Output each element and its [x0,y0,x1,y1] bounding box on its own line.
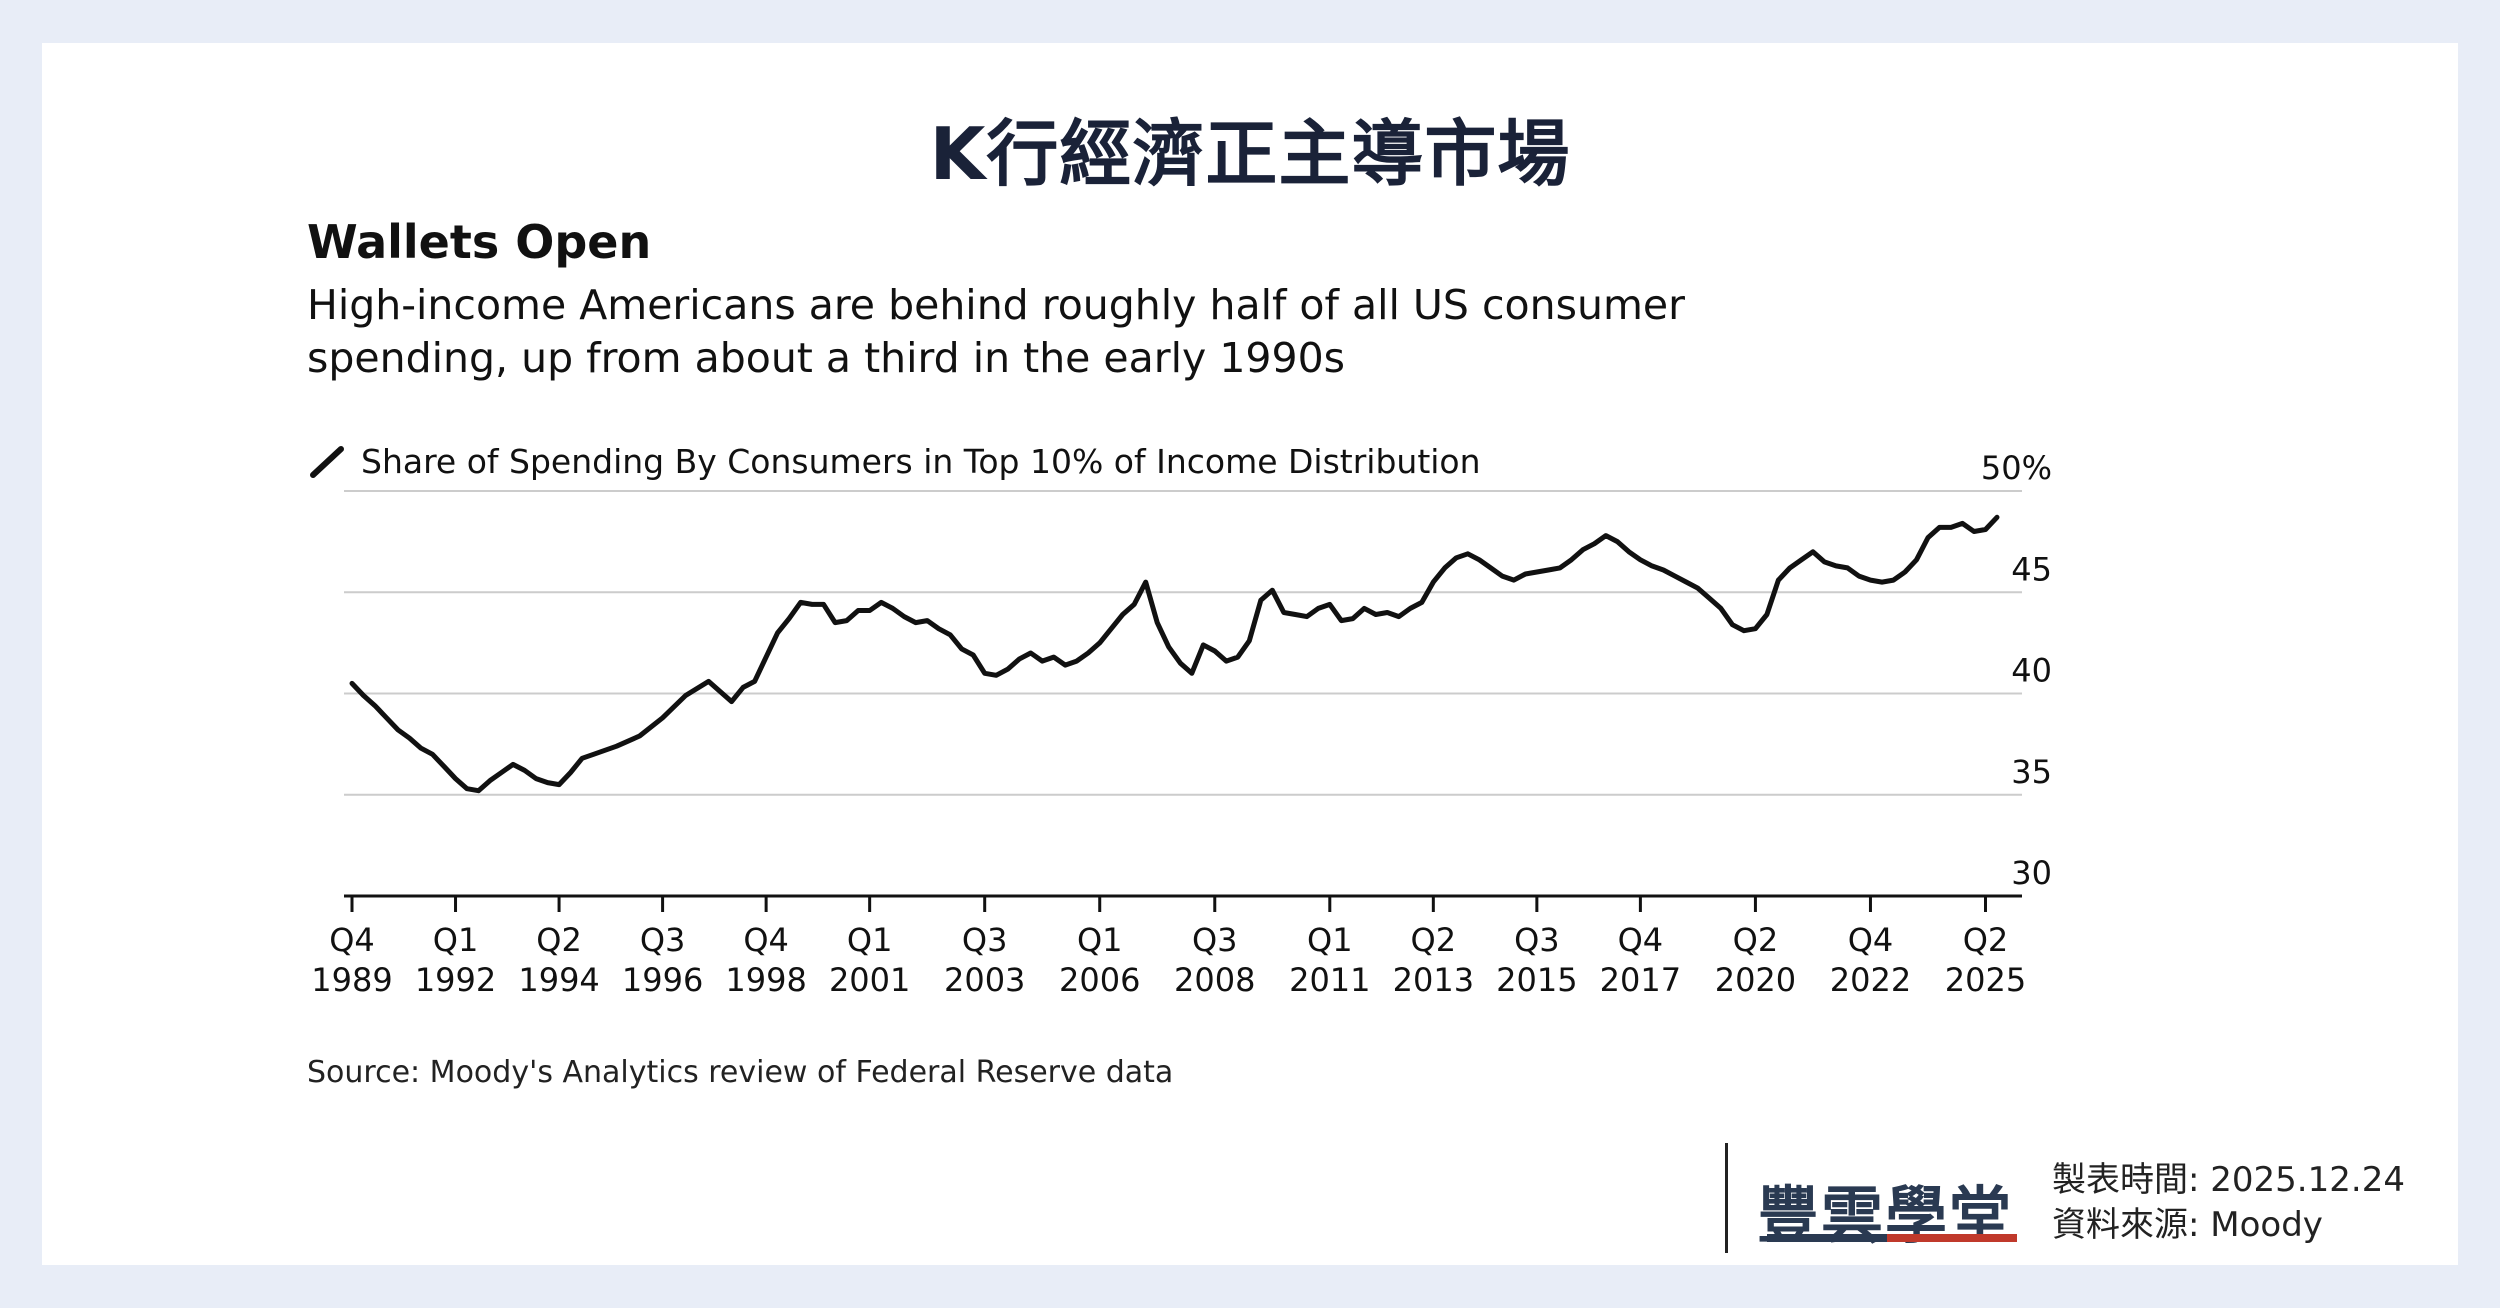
x-tick-label-quarter: Q4 [1618,921,1664,959]
x-tick-label-quarter: Q2 [536,921,582,959]
x-tick-label-quarter: Q4 [329,921,375,959]
x-tick-label-year: 1992 [415,961,496,999]
x-tick-label-year: 2013 [1393,961,1474,999]
meta-source: 資料來源: Moody [2052,1203,2405,1248]
chart-title: Wallets Open [307,215,652,269]
x-tick-label-year: 2001 [829,961,910,999]
x-tick-label-year: 2022 [1830,961,1911,999]
y-tick-label: 40 [2011,652,2052,690]
y-tick-label: 45 [2011,550,2052,588]
x-tick-label-year: 1989 [311,961,392,999]
x-tick-label-year: 1994 [518,961,599,999]
meta-date: 製表時間: 2025.12.24 [2052,1158,2405,1203]
x-tick-label-quarter: Q4 [1848,921,1894,959]
chart-subtitle-line-1: High-income Americans are behind roughly… [307,281,1685,329]
x-tick-label-year: 2003 [944,961,1025,999]
x-tick-label-year: 1996 [622,961,703,999]
chart-subtitle: High-income Americans are behind roughly… [307,279,2007,385]
x-tick-label-quarter: Q1 [847,921,893,959]
y-tick-label: 30 [2011,854,2052,892]
x-tick-label-quarter: Q2 [1411,921,1457,959]
x-tick-label-quarter: Q1 [1307,921,1353,959]
x-tick-label-year: 2008 [1174,961,1255,999]
y-tick-label: 35 [2011,753,2052,791]
chart-source: Source: Moody's Analytics review of Fede… [307,1055,1174,1090]
footer-divider [1725,1143,1728,1253]
y-tick-label: 50% [1981,449,2052,487]
x-tick-label-quarter: Q3 [640,921,686,959]
x-tick-label-quarter: Q3 [1192,921,1238,959]
legend-label: Share of Spending By Consumers in Top 10… [361,441,1481,481]
x-tick-label-quarter: Q1 [1077,921,1123,959]
x-tick-label-quarter: Q3 [1514,921,1560,959]
x-tick-label-year: 2025 [1945,961,2026,999]
x-tick-label-quarter: Q2 [1733,921,1779,959]
meta-source-label: 資料來源: [2052,1205,2200,1245]
x-tick-label-year: 2006 [1059,961,1140,999]
legend-line-icon [310,446,344,478]
meta-date-value: 2025.12.24 [2210,1160,2405,1200]
x-tick-label-year: 2020 [1715,961,1796,999]
chart-subtitle-line-2: spending, up from about a third in the e… [307,334,1346,382]
footer-meta: 製表時間: 2025.12.24 資料來源: Moody [2052,1158,2405,1248]
x-tick-label-quarter: Q2 [1963,921,2009,959]
x-tick-label-year: 2017 [1600,961,1681,999]
chart-card: K行經濟正主導市場 Wallets Open High-income Ameri… [42,43,2458,1265]
brand-logo-bar [1767,1229,2017,1242]
series-line-top10-share [349,514,2000,794]
x-tick-label-quarter: Q1 [433,921,479,959]
x-tick-label-quarter: Q3 [962,921,1008,959]
page-title: K行經濟正主導市場 [929,112,1571,196]
x-tick-label-year: 1998 [725,961,806,999]
meta-source-value: Moody [2210,1205,2323,1245]
meta-date-label: 製表時間: [2052,1160,2200,1200]
x-tick-label-quarter: Q4 [743,921,789,959]
chart-legend: Share of Spending By Consumers in Top 10… [307,441,1481,481]
x-tick-label-year: 2015 [1496,961,1577,999]
x-tick-label-year: 2011 [1289,961,1370,999]
line-chart: 3035404550%Q41989Q11992Q21994Q31996Q4199… [311,449,2052,999]
